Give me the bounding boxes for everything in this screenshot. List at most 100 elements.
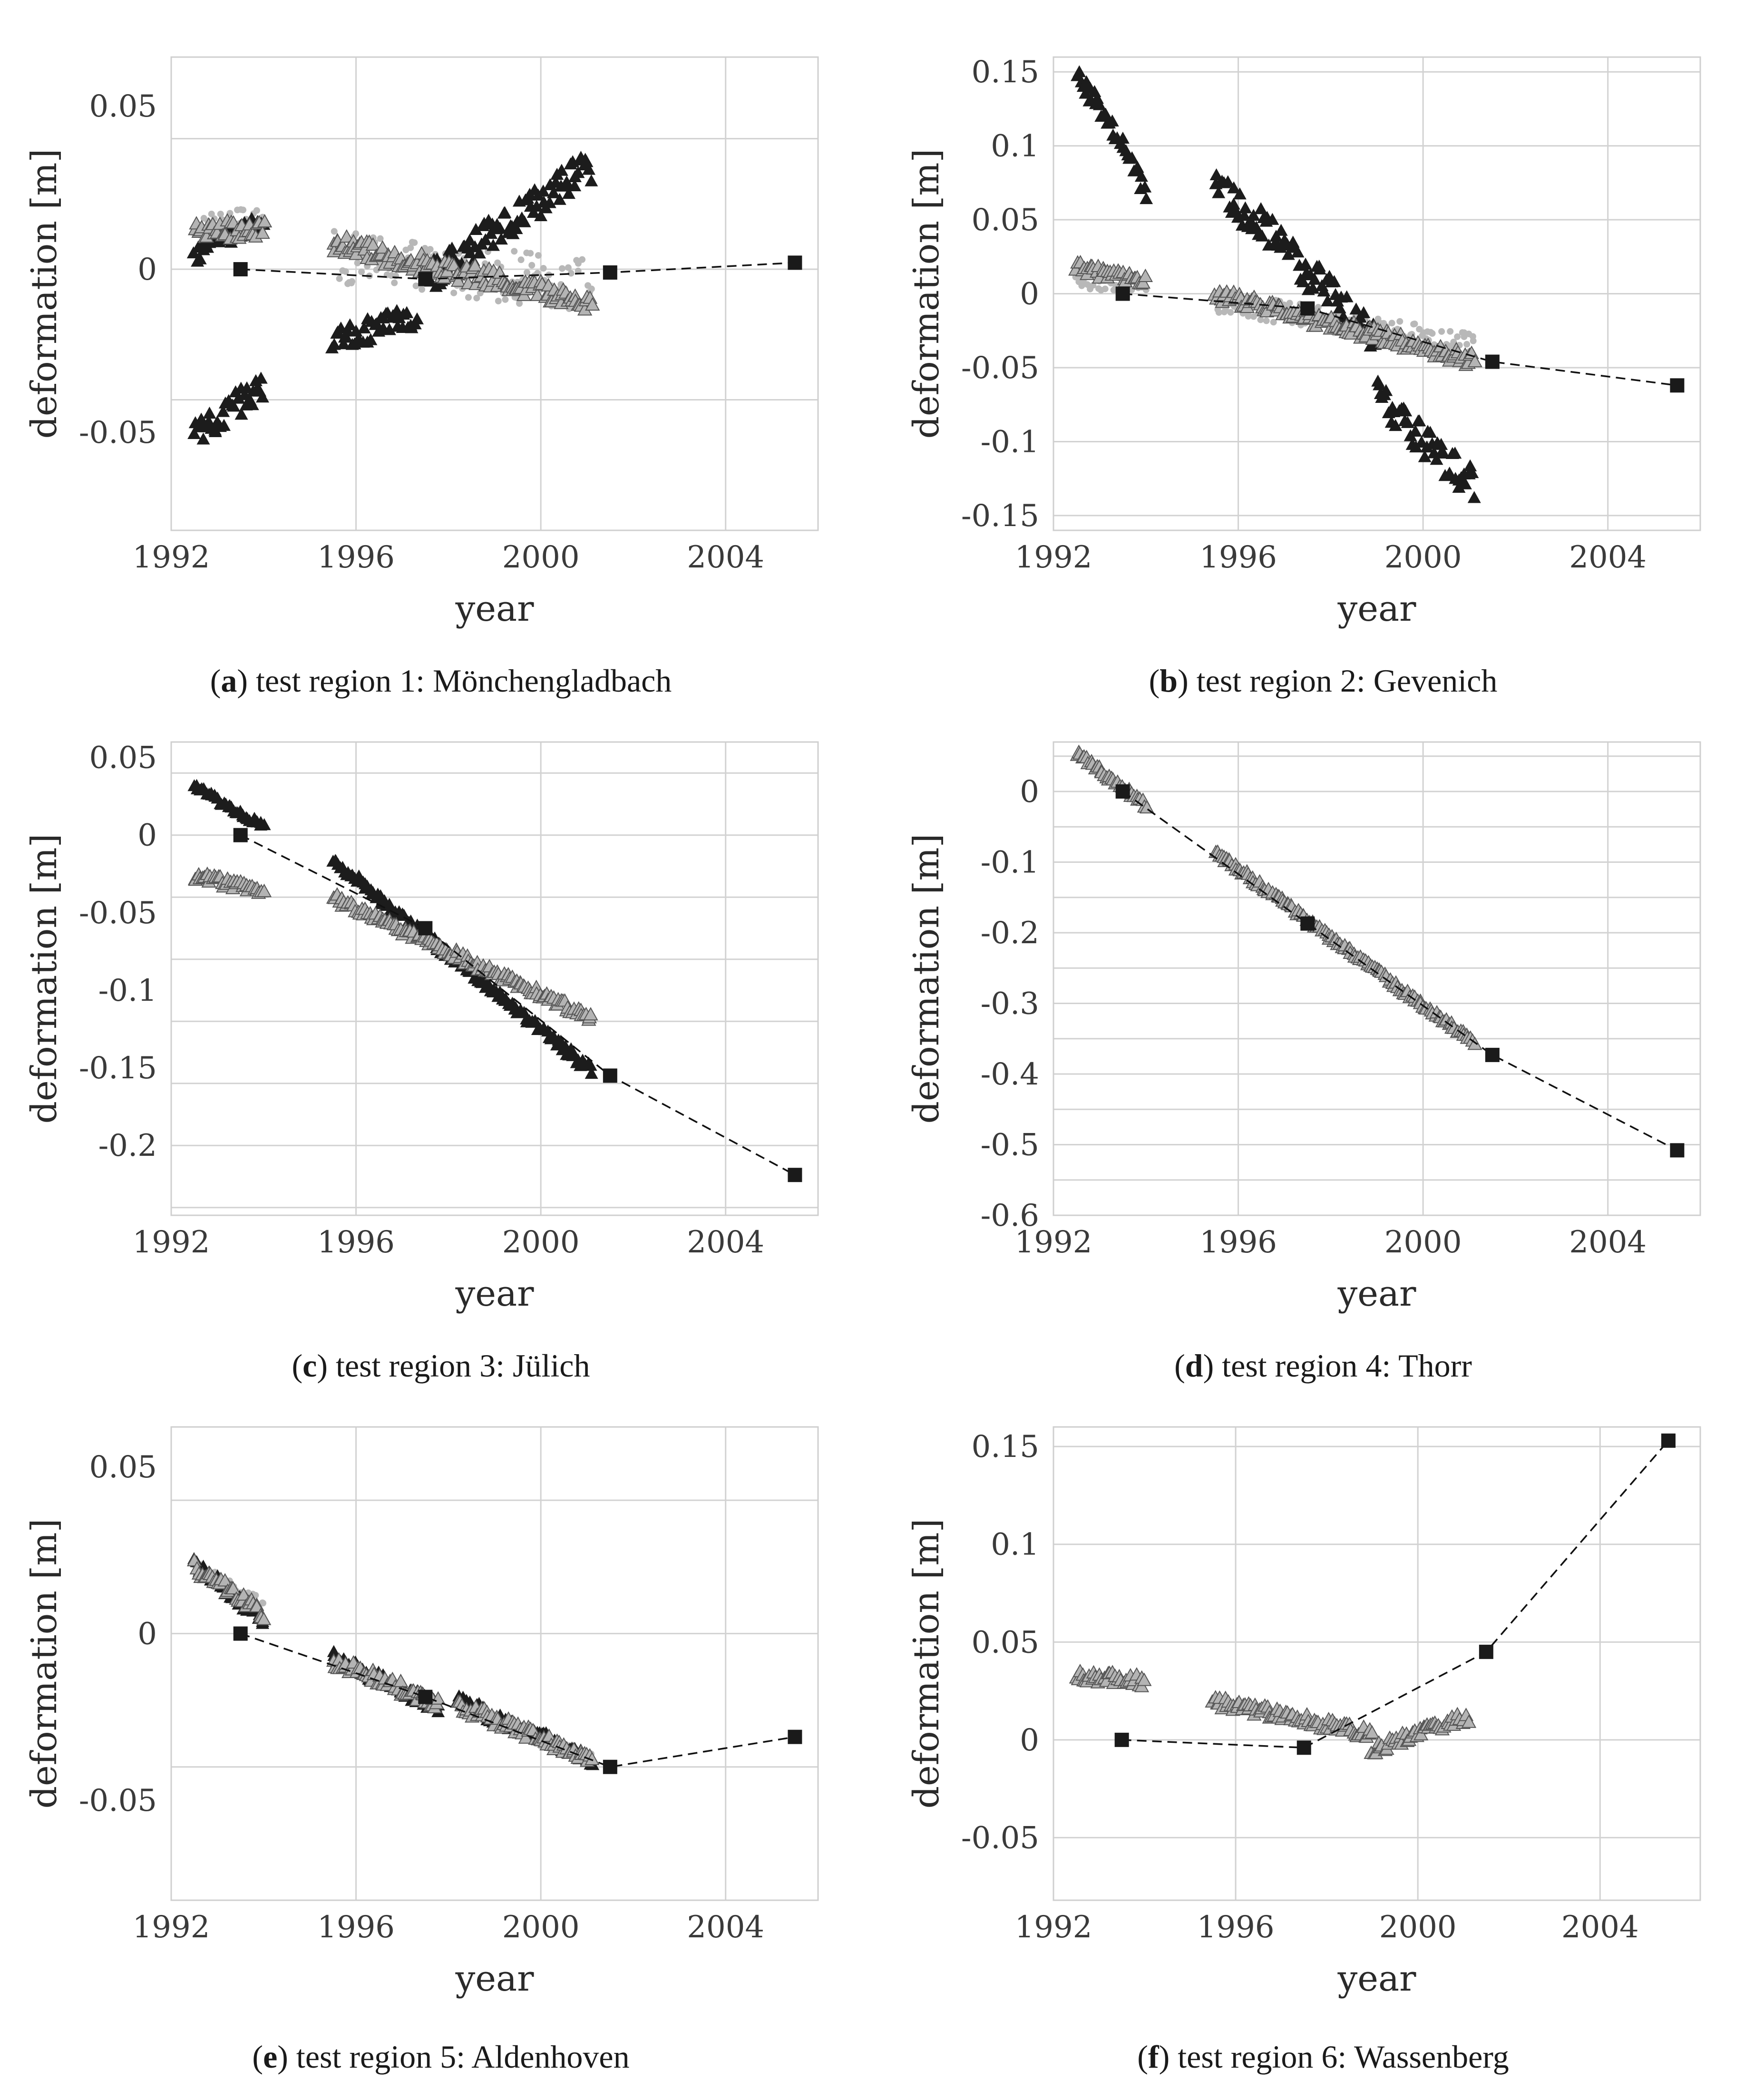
caption-c-letter: c bbox=[302, 1348, 317, 1384]
track-b-point bbox=[257, 214, 273, 228]
track-b-point bbox=[1135, 275, 1151, 289]
x-tick-label: 1992 bbox=[1015, 1225, 1092, 1260]
track-a-point bbox=[486, 239, 500, 251]
track-b-point bbox=[518, 1730, 534, 1744]
track-a-point bbox=[1072, 65, 1086, 78]
y-tick-label: -0.6 bbox=[981, 1198, 1039, 1233]
levelling-point bbox=[233, 262, 248, 277]
track-a-point bbox=[1296, 275, 1310, 287]
levelling-point bbox=[1670, 1143, 1685, 1158]
track-b-point bbox=[375, 240, 390, 254]
levelling-point bbox=[788, 1729, 802, 1744]
y-axis-label: deformation [m] bbox=[24, 149, 65, 439]
track-c-point bbox=[559, 265, 566, 272]
track-a-point bbox=[568, 179, 582, 192]
track-b-point bbox=[256, 1612, 272, 1625]
track-a-point bbox=[203, 406, 216, 419]
x-axis-label: year bbox=[1337, 588, 1416, 629]
y-tick-label: 0.05 bbox=[89, 741, 157, 776]
track-a-point bbox=[585, 1066, 598, 1079]
x-axis-label: year bbox=[455, 588, 534, 629]
chart-e-svg: 1992 1996 2000 2004 0.05 0 -0.05 year deformatio… bbox=[24, 1426, 819, 1999]
y-tick-label: 0.05 bbox=[89, 89, 157, 124]
y-tick-label: -0.2 bbox=[981, 916, 1039, 951]
track-c-point bbox=[588, 285, 595, 293]
track-a-point bbox=[1379, 384, 1393, 396]
levelling-point bbox=[1115, 784, 1130, 799]
levelling-point bbox=[1114, 1732, 1129, 1747]
track-a-point bbox=[1313, 262, 1326, 275]
track-a-point bbox=[1401, 416, 1414, 428]
track-c-point bbox=[391, 279, 398, 286]
track-c-point bbox=[565, 264, 572, 271]
levelling-point bbox=[1479, 1644, 1493, 1659]
y-axis-label: deformation [m] bbox=[906, 1519, 947, 1809]
track-a-point bbox=[472, 246, 486, 259]
track-a-point bbox=[445, 242, 459, 254]
levelling-point bbox=[418, 1690, 433, 1704]
caption-f-text: test region 6: Wassenberg bbox=[1178, 2039, 1509, 2075]
y-axis-label: deformation [m] bbox=[24, 834, 65, 1124]
track-c-point bbox=[527, 250, 534, 257]
track-a-point bbox=[1327, 275, 1341, 287]
x-tick-label: 2004 bbox=[1569, 1225, 1647, 1260]
levelling-point bbox=[1300, 916, 1315, 931]
track-a-point bbox=[543, 196, 556, 208]
track-a-point bbox=[349, 324, 363, 337]
track-a-point bbox=[1418, 450, 1432, 462]
track-a-point bbox=[193, 252, 207, 264]
x-tick-label: 2004 bbox=[1569, 540, 1647, 575]
y-tick-label: -0.05 bbox=[79, 415, 157, 450]
panel-d: 1992 1996 2000 2004 0 -0.1 -0.2 -0.3 -0.4 -0.5 -0.… bbox=[882, 685, 1764, 1384]
caption-b-letter: b bbox=[1160, 663, 1178, 699]
caption-a: (a) test region 1: Mönchengladbach bbox=[210, 663, 672, 699]
track-a-point bbox=[1212, 186, 1226, 198]
levelling-line bbox=[240, 834, 796, 1176]
y-tick-label: 0 bbox=[1020, 277, 1039, 312]
chart-a-svg: 1992 1996 2000 2004 0.05 0 -0.05 year deformatio… bbox=[24, 56, 819, 629]
track-a-point bbox=[337, 337, 351, 350]
track-a-point bbox=[530, 199, 544, 212]
track-a-point bbox=[536, 185, 550, 197]
track-a-point bbox=[216, 405, 230, 417]
plot-area bbox=[1053, 1427, 1700, 1900]
track-a-point bbox=[1399, 404, 1413, 417]
track-a-point bbox=[1274, 224, 1288, 236]
levelling-point bbox=[1296, 1740, 1311, 1755]
track-c-point bbox=[528, 262, 536, 269]
track-a-point bbox=[1221, 175, 1235, 187]
track-c-point bbox=[336, 275, 343, 282]
x-axis-label: year bbox=[455, 1958, 534, 1999]
y-tick-label: -0.1 bbox=[981, 424, 1039, 459]
track-a-point bbox=[585, 174, 598, 186]
track-a-point bbox=[566, 1046, 580, 1059]
track-a-point bbox=[1307, 273, 1321, 285]
track-a-point bbox=[1349, 303, 1363, 315]
track-a-point bbox=[571, 166, 585, 178]
levelling-point bbox=[1115, 286, 1130, 301]
chart-d-svg: 1992 1996 2000 2004 0 -0.1 -0.2 -0.3 -0.4 -0.5 -0.… bbox=[906, 741, 1701, 1314]
track-a-point bbox=[1249, 221, 1263, 233]
track-a-point bbox=[340, 331, 353, 343]
track-c-point bbox=[1388, 320, 1395, 327]
track-c-point bbox=[473, 294, 480, 302]
panel-a: 1992 1996 2000 2004 0.05 0 -0.05 year deformatio… bbox=[0, 0, 882, 699]
track-a-point bbox=[1254, 202, 1268, 215]
y-tick-label: 0.05 bbox=[972, 1625, 1040, 1660]
track-c-point bbox=[502, 296, 509, 303]
track-a-point bbox=[493, 222, 507, 234]
track-a-point bbox=[232, 391, 245, 404]
y-tick-label: -0.15 bbox=[961, 498, 1039, 534]
track-a-point bbox=[400, 306, 414, 318]
track-c-point bbox=[349, 278, 356, 285]
caption-a-letter: a bbox=[221, 663, 237, 699]
x-tick-label: 2000 bbox=[502, 540, 580, 575]
chart-c-svg: 1992 1996 2000 2004 0.05 0 -0.05 -0.1 -0.15 -0.2 y… bbox=[24, 741, 819, 1314]
track-c-point bbox=[565, 305, 573, 313]
levelling-line bbox=[240, 1632, 795, 1768]
caption-b: (b) test region 2: Gevenich bbox=[1149, 663, 1498, 699]
track-a-point bbox=[245, 398, 259, 410]
track-b-point bbox=[255, 225, 270, 239]
track-a-point bbox=[494, 232, 508, 245]
levelling-point bbox=[788, 1168, 802, 1182]
